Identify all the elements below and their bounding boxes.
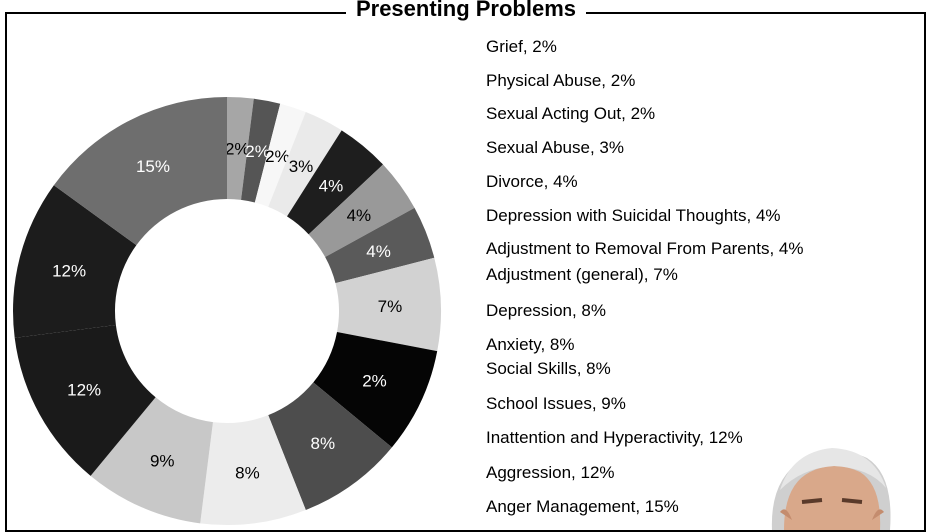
slice-label-8: 7%	[378, 297, 403, 316]
donut-slice-5	[287, 130, 383, 235]
slice-label-14: 12%	[52, 261, 86, 280]
slice-label-9: 2%	[362, 371, 387, 390]
donut-slice-1	[227, 97, 254, 200]
donut-slice-10	[268, 382, 392, 510]
slice-label-15: 15%	[136, 157, 170, 176]
slice-label-13: 12%	[67, 381, 101, 400]
slice-label-11: 8%	[235, 464, 260, 483]
donut-slice-14	[13, 185, 137, 338]
donut-slice-7	[325, 207, 435, 284]
donut-slice-4	[268, 112, 342, 217]
legend-item: Inattention and Hyperactivity, 12%	[486, 428, 743, 447]
slice-label-3: 2%	[265, 147, 290, 166]
legend-item: Sexual Acting Out, 2%	[486, 104, 656, 123]
presenter-photo	[762, 440, 902, 530]
legend-item: Aggression, 12%	[486, 463, 615, 482]
legend-item: Adjustment to Removal From Parents, 4%	[486, 239, 804, 258]
legend-item: Depression, 8%	[486, 301, 607, 320]
slice-label-2: 2%	[245, 142, 270, 161]
legend-item: Social Skills, 8%	[486, 359, 611, 378]
donut-slice-2	[241, 98, 281, 203]
slice-label-6: 4%	[347, 206, 372, 225]
legend-item: Sexual Abuse, 3%	[486, 138, 624, 157]
chart-legend: Grief, 2% Physical Abuse, 2% Sexual Acting…	[486, 0, 926, 527]
donut-slice-9	[313, 331, 438, 448]
slice-label-10: 8%	[311, 434, 336, 453]
slice-label-5: 4%	[319, 176, 344, 195]
legend-item: Anger Management, 15%	[486, 497, 679, 516]
slice-label-12: 9%	[150, 452, 175, 471]
slice-label-1: 2%	[225, 139, 250, 158]
donut-slice-3	[254, 103, 306, 207]
slice-label-7: 4%	[366, 242, 391, 261]
legend-item: Adjustment (general), 7%	[486, 265, 678, 284]
legend-item: Anxiety, 8%	[486, 335, 575, 354]
donut-slice-11	[200, 415, 306, 525]
chart-title: Presenting Problems	[345, 0, 587, 21]
donut-slice-6	[308, 164, 415, 258]
legend-item: Grief, 2%	[486, 37, 557, 56]
legend-item: Divorce, 4%	[486, 172, 578, 191]
donut-slice-15	[53, 97, 227, 246]
legend-item: Physical Abuse, 2%	[486, 71, 636, 90]
donut-slice-13	[14, 325, 156, 476]
chart-title-wrap: Presenting Problems	[0, 0, 932, 22]
legend-item: School Issues, 9%	[486, 394, 626, 413]
donut-slice-8	[335, 257, 441, 352]
donut-slice-12	[90, 397, 213, 524]
legend-item: Depression with Suicidal Thoughts, 4%	[486, 206, 781, 225]
slice-label-4: 3%	[289, 157, 314, 176]
